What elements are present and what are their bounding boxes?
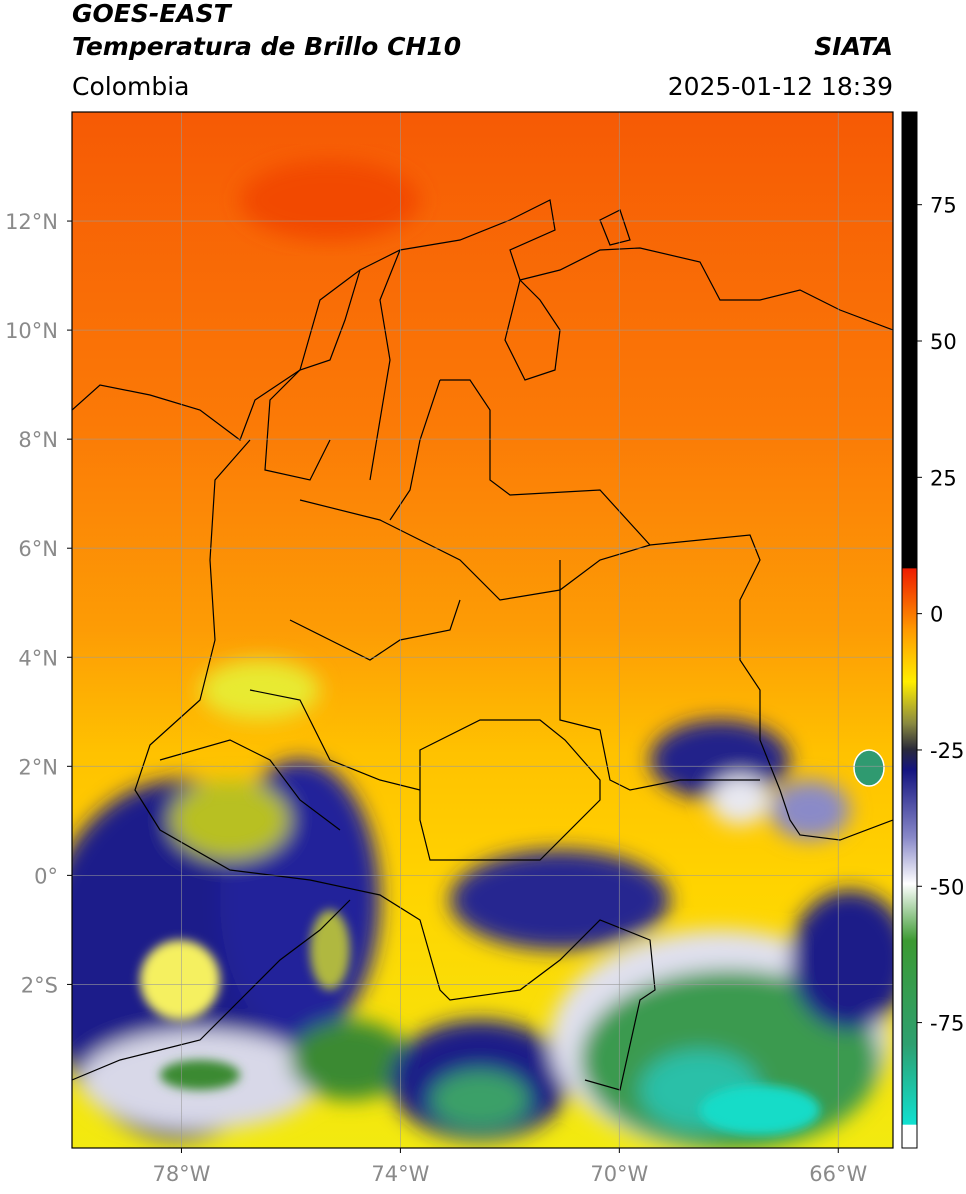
map-frame [71, 111, 894, 1149]
satellite-image [72, 112, 893, 1148]
y-tick-label: 2°S [21, 973, 58, 997]
y-tick-label: 0° [34, 864, 58, 888]
x-tick-label: 74°W [371, 1162, 429, 1186]
subtitle: Temperatura de Brillo CH10 [72, 32, 461, 61]
timestamp: 2025-01-12 18:39 [668, 72, 893, 101]
gridlines [72, 112, 893, 1148]
colorbar-tick-label: -50 [930, 875, 964, 899]
source: SIATA [814, 32, 893, 61]
x-tick-label: 78°W [152, 1162, 210, 1186]
y-tick-label: 8°N [18, 428, 58, 452]
colorbar-tick-label: 50 [930, 330, 957, 354]
colorbar-tick-label: 0 [930, 603, 943, 627]
y-tick-label: 12°N [5, 210, 58, 234]
title: GOES-EAST [72, 0, 233, 28]
y-tick-label: 4°N [18, 646, 58, 670]
colorbar-tick-label: -25 [930, 739, 964, 763]
y-tick-label: 2°N [18, 755, 58, 779]
colorbar-tick-label: 75 [930, 194, 957, 218]
colorbar-tick-label: -75 [930, 1012, 964, 1036]
colorbar [901, 111, 918, 1149]
x-tick-label: 70°W [590, 1162, 648, 1186]
colorbar-tick-label: 25 [930, 466, 957, 490]
borders [72, 199, 893, 1091]
y-tick-label: 6°N [18, 537, 58, 561]
x-tick-label: 66°W [809, 1162, 867, 1186]
y-tick-label: 10°N [5, 319, 58, 343]
region: Colombia [72, 72, 189, 101]
